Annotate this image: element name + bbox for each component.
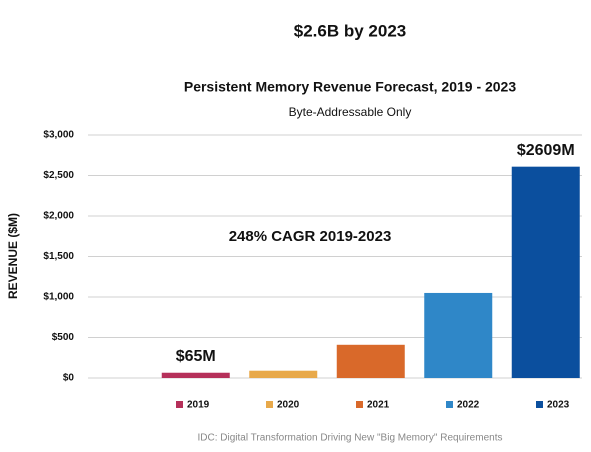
legend-label: 2021 (367, 400, 390, 411)
y-axis-label: REVENUE ($M) (6, 213, 20, 299)
data-label: $65M (176, 348, 216, 365)
bar (511, 166, 580, 378)
chart-title: Persistent Memory Revenue Forecast, 2019… (184, 79, 516, 95)
bar (336, 344, 405, 378)
data-label: $2609M (517, 142, 575, 159)
legend-swatch (356, 401, 363, 408)
source: IDC: Digital Transformation Driving New … (198, 433, 503, 444)
bar (249, 370, 318, 378)
y-tick-label: $3,000 (43, 130, 74, 141)
y-tick-label: $2,500 (43, 170, 74, 181)
annotation: 248% CAGR 2019-2023 (229, 228, 392, 245)
legend-label: 2023 (547, 400, 570, 411)
legend-label: 2022 (457, 400, 480, 411)
headline: $2.6B by 2023 (294, 21, 406, 40)
y-tick-label: $1,500 (43, 251, 74, 262)
y-tick-label: $500 (52, 332, 75, 343)
legend-label: 2020 (277, 400, 300, 411)
bar (161, 372, 230, 378)
legend-swatch (266, 401, 273, 408)
legend-swatch (176, 401, 183, 408)
y-tick-label: $2,000 (43, 211, 74, 222)
legend-label: 2019 (187, 400, 210, 411)
y-tick-label: $1,000 (43, 292, 74, 303)
chart-subtitle: Byte-Addressable Only (289, 105, 412, 119)
bar (424, 292, 493, 378)
legend-swatch (536, 401, 543, 408)
y-tick-label: $0 (63, 373, 75, 384)
legend-swatch (446, 401, 453, 408)
